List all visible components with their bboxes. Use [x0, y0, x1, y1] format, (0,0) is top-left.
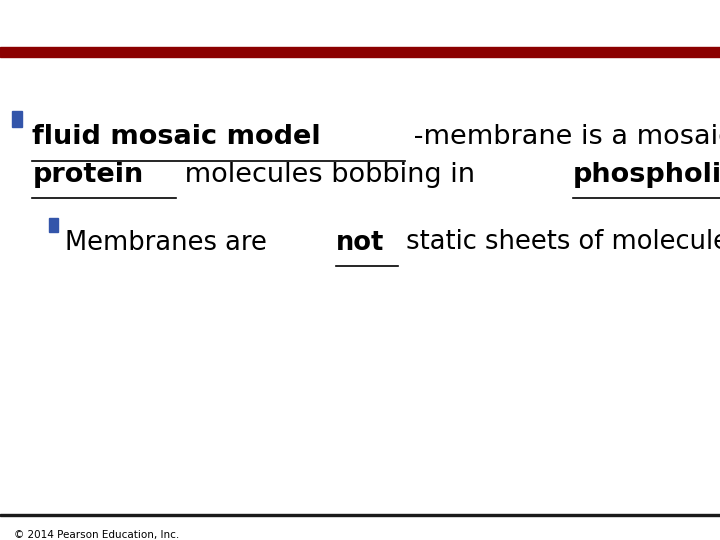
Text: molecules bobbing in: molecules bobbing in — [176, 162, 484, 188]
Bar — [49, 218, 58, 232]
Text: static sheets of molecules;: static sheets of molecules; — [398, 230, 720, 255]
Text: not: not — [336, 230, 384, 255]
Bar — [0, 514, 720, 516]
Text: Membranes are: Membranes are — [65, 230, 275, 255]
Bar — [12, 111, 22, 127]
Text: © 2014 Pearson Education, Inc.: © 2014 Pearson Education, Inc. — [14, 530, 180, 540]
Text: phospholipid: phospholipid — [573, 162, 720, 188]
Bar — [0, 47, 720, 57]
Text: -membrane is a mosaic of: -membrane is a mosaic of — [405, 124, 720, 150]
Text: fluid mosaic model: fluid mosaic model — [32, 124, 321, 150]
Text: protein: protein — [32, 162, 144, 188]
